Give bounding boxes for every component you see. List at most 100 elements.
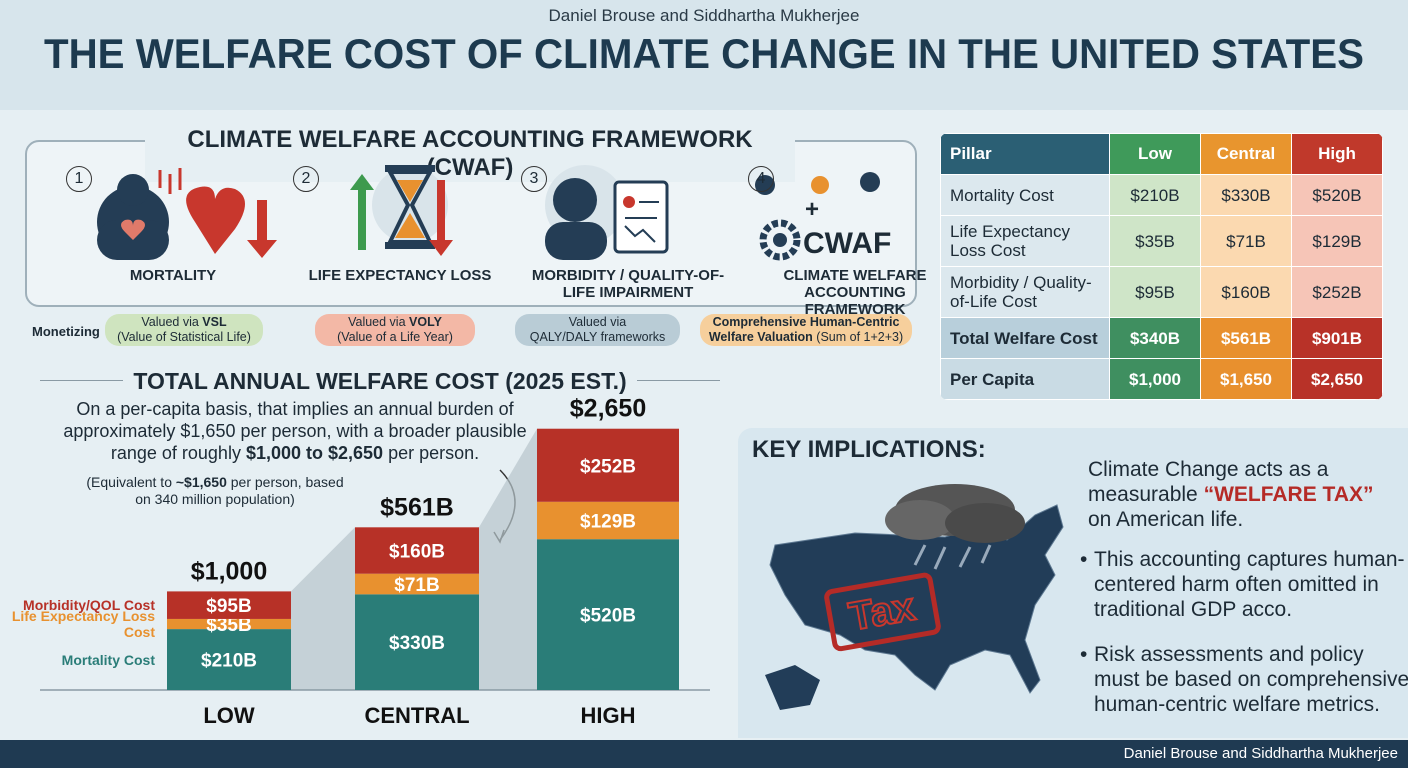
text-segment: ~$1,650 — [175, 474, 227, 490]
implications-title: KEY IMPLICATIONS: — [752, 436, 986, 463]
bar-segment — [167, 591, 291, 619]
value-label: $330B — [389, 633, 445, 654]
pillar-label: MORBIDITY / QUALITY-OF-LIFE IMPAIRMENT — [531, 267, 725, 301]
pill-line: Valued via VSL — [111, 315, 257, 330]
table-header: Pillar Low Central High — [940, 133, 1383, 175]
byline: Daniel Brouse and Siddhartha Mukherjee — [548, 6, 860, 25]
pillar-number: 3 — [521, 166, 547, 192]
value-label: $252B — [580, 456, 636, 477]
table-cell: $35B — [1109, 215, 1201, 267]
bar-segment — [537, 539, 679, 690]
table-cell: $95B — [1109, 266, 1201, 318]
table-row: Mortality Cost $210B $330B $520B — [940, 174, 1383, 216]
valuation-pill: Valued via VOLY (Value of a Life Year) — [315, 314, 475, 346]
monetizing-label: Monetizing — [32, 324, 100, 339]
table-cell: $901B — [1291, 317, 1383, 359]
connector — [479, 428, 537, 690]
legend-label: Life Expectancy Loss Cost — [11, 608, 155, 641]
pillar-number: 2 — [293, 166, 319, 192]
x-tick-label: HIGH — [581, 703, 636, 728]
total-label: $561B — [380, 493, 454, 521]
table-row: Morbidity / Quality-of-Life Cost $95B $160… — [940, 266, 1383, 318]
pill-line: Valued via — [521, 315, 674, 330]
pillar-label: MORTALITY — [129, 267, 217, 284]
x-tick-label: LOW — [203, 703, 255, 728]
text-segment: VOLY — [409, 315, 442, 329]
value-label: $160B — [389, 542, 445, 563]
pill-line: Welfare Valuation (Sum of 1+2+3) — [706, 330, 906, 345]
table-cell: $561B — [1200, 317, 1292, 359]
table-row: Life Expectancy Loss Cost $35B $71B $129B — [940, 215, 1383, 267]
chart-title: TOTAL ANNUAL WELFARE COST (2025 EST.) — [40, 368, 720, 395]
pillar-label: CLIMATE WELFARE ACCOUNTING FRAMEWORK — [783, 267, 927, 318]
implication-lead: Climate Change acts as a measurable “WEL… — [1088, 457, 1388, 532]
footer-bar — [0, 740, 1408, 768]
table-cell: $129B — [1291, 215, 1383, 267]
table-cell: Mortality Cost — [940, 174, 1110, 216]
bar-segment — [355, 594, 479, 690]
table-cell: $71B — [1200, 215, 1292, 267]
pill-line: (Value of a Life Year) — [321, 330, 469, 345]
text-segment: “WELFARE TAX” — [1203, 483, 1374, 506]
framework-icons: + CWAF — [97, 165, 891, 261]
text-segment: Valued via — [348, 315, 410, 329]
title-svg: THE WELFARE COST OF CLIMATE CHANGE IN TH… — [44, 30, 1364, 77]
value-label: $35B — [206, 615, 251, 636]
legend-label: Morbidity/QOL Cost — [23, 597, 155, 614]
table-row: Per Capita $1,000 $1,650 $2,650 — [940, 358, 1383, 400]
table-cell: $2,650 — [1291, 358, 1383, 400]
value-label: $520B — [580, 606, 636, 627]
text-segment: Welfare Valuation — [708, 330, 813, 344]
header-cell: Central — [1200, 133, 1292, 175]
text-segment: (Equivalent to — [86, 474, 176, 490]
header-band — [0, 0, 1408, 110]
note: (Equivalent to ~$1,650 per person, based… — [80, 474, 350, 508]
pillar-table: Pillar Low Central High Mortality Cost $210B $… — [940, 133, 1383, 400]
value-label: $129B — [580, 511, 636, 532]
text-segment: (Sum of 1+2+3) — [812, 330, 904, 344]
header-cell: Pillar — [940, 133, 1110, 175]
text-segment: on American life. — [1088, 508, 1244, 531]
main-title: THE WELFARE COST OF CLIMATE CHANGE IN TH… — [44, 30, 1364, 77]
chart-title-text: TOTAL ANNUAL WELFARE COST (2025 EST.) — [123, 368, 637, 394]
footer-text: Daniel Brouse and Siddhartha Mukherjee — [1123, 745, 1398, 762]
pill-line: QALY/DALY frameworks — [521, 330, 674, 345]
text-segment: On a per-capita basis, that implies an a… — [63, 399, 527, 463]
valuation-pill: Valued via VSL (Value of Statistical Life… — [105, 314, 263, 346]
chart: $210B $35B$95B $1,000 LOW $330B $71B $160B $561… — [40, 395, 710, 728]
text-segment: Valued via — [141, 315, 203, 329]
pillar-number: 4 — [748, 166, 774, 192]
bar-segment — [167, 618, 291, 630]
header-cell: Low — [1109, 133, 1201, 175]
x-tick-label: CENTRAL — [364, 703, 469, 728]
text-segment: Climate Change acts as a measurable — [1088, 458, 1329, 506]
text-segment: per person, based on 340 million populat… — [135, 474, 344, 507]
text-segment: Comprehensive Human-Centric — [712, 315, 900, 329]
bar-segment — [355, 573, 479, 595]
bar-segment — [537, 501, 679, 540]
table-cell: $160B — [1200, 266, 1292, 318]
value-label: $210B — [201, 651, 257, 672]
pillar-label: LIFE EXPECTANCY LOSS — [308, 267, 492, 284]
note: On a per-capita basis, that implies an a… — [40, 398, 550, 464]
pill-line: Comprehensive Human-Centric — [706, 315, 906, 330]
bullet: Risk assessments and policy must be base… — [1080, 642, 1408, 717]
value-label: $71B — [394, 575, 439, 596]
table-cell: $1,650 — [1200, 358, 1292, 400]
bar-segment — [167, 629, 291, 690]
table-cell: $252B — [1291, 266, 1383, 318]
header-cell: High — [1291, 133, 1383, 175]
total-label: $1,000 — [191, 557, 267, 585]
table-cell: Total Welfare Cost — [940, 317, 1110, 359]
bullet: This accounting captures human-centered … — [1080, 547, 1408, 622]
table-cell: $340B — [1109, 317, 1201, 359]
pill-line: (Value of Statistical Life) — [111, 330, 257, 345]
pillar-number: 1 — [66, 166, 92, 192]
pill-line: Valued via VOLY — [321, 315, 469, 330]
table-cell: Per Capita — [940, 358, 1110, 400]
table-cell: $520B — [1291, 174, 1383, 216]
total-label: $2,650 — [570, 395, 646, 423]
text-segment: VSL — [202, 315, 227, 329]
value-label: $95B — [206, 596, 251, 617]
